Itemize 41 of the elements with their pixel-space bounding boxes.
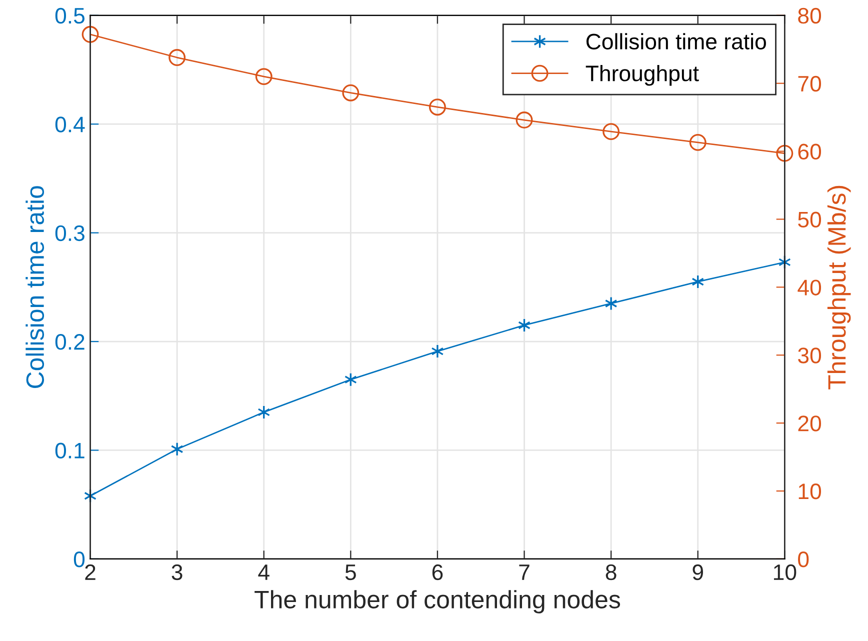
x-tick-label: 2 bbox=[85, 564, 96, 580]
y2-tick-label: 70 bbox=[798, 76, 822, 92]
x-tick-label: 3 bbox=[172, 564, 182, 580]
y2-tick-label: 80 bbox=[798, 8, 822, 24]
x-tick-label: 6 bbox=[432, 564, 443, 580]
y2-tick-label: 20 bbox=[798, 416, 822, 432]
point bbox=[689, 134, 706, 151]
point bbox=[602, 123, 620, 140]
y-tick-label: 0.1 bbox=[55, 442, 84, 459]
x-tick-label: 9 bbox=[692, 564, 703, 580]
y2-axis-title: Throughput (Mb/s) bbox=[827, 186, 851, 390]
y-tick-label: 0.2 bbox=[55, 334, 84, 350]
y2-tick-label: 10 bbox=[798, 484, 822, 500]
y2-tick-label: 0 bbox=[798, 551, 809, 568]
y2-tick-label: 40 bbox=[798, 280, 822, 296]
x-axis-title: The number of contending nodes bbox=[254, 590, 620, 614]
legend-label: Throughput bbox=[586, 64, 699, 86]
y2-tick-label: 30 bbox=[798, 348, 822, 364]
point bbox=[604, 296, 618, 311]
y-tick-label: 0 bbox=[74, 551, 85, 568]
point bbox=[776, 144, 794, 162]
y-tick-label: 0.5 bbox=[55, 8, 84, 24]
y-tick-label: 0.3 bbox=[55, 225, 84, 242]
point bbox=[170, 442, 184, 456]
point bbox=[342, 84, 360, 102]
point bbox=[82, 26, 99, 43]
x-tick-label: 5 bbox=[345, 564, 356, 580]
x-tick-label: 8 bbox=[606, 564, 616, 580]
x-tick-label: 10 bbox=[774, 564, 796, 580]
legend-label: Collision time ratio bbox=[586, 33, 766, 50]
point bbox=[516, 112, 533, 128]
point bbox=[168, 49, 186, 66]
y2-tick-label: 60 bbox=[798, 144, 822, 160]
y-tick-label: 0.4 bbox=[55, 116, 85, 132]
point bbox=[429, 98, 446, 116]
y2-tick-label: 50 bbox=[798, 212, 822, 228]
x-tick-label: 7 bbox=[519, 564, 530, 580]
y-axis-title: Collision time ratio bbox=[26, 186, 44, 388]
x-tick-label: 4 bbox=[258, 564, 270, 580]
point bbox=[255, 68, 272, 86]
point bbox=[431, 344, 444, 358]
